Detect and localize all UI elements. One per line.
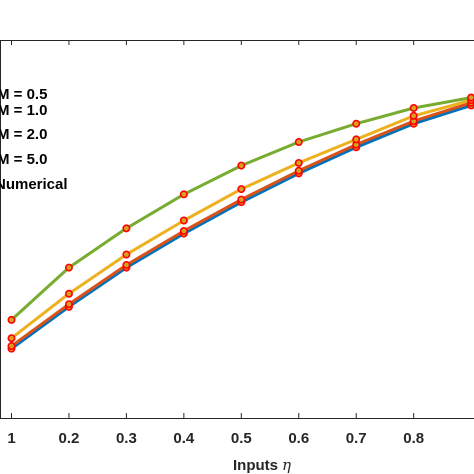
numerical-marker xyxy=(122,260,131,269)
legend: M = 0.5 M = 1.0 M = 2.0 M = 5.0 Numerica… xyxy=(0,86,68,193)
x-tick-label: 0.2 xyxy=(59,430,80,447)
series-line-1 xyxy=(10,103,472,350)
numerical-marker xyxy=(179,216,188,225)
legend-entry-series-2: M = 1.0 xyxy=(0,102,47,119)
numerical-marker xyxy=(237,195,246,204)
numerical-marker xyxy=(64,263,73,272)
numerical-marker xyxy=(294,166,303,175)
x-tick-label: 1 xyxy=(7,430,15,447)
numerical-marker xyxy=(64,289,73,298)
axes: 1 0.2 0.3 0.4 0.5 0.6 0.7 0.8 xyxy=(0,40,474,447)
numerical-marker xyxy=(64,300,73,309)
x-axis-label: Inputs xyxy=(233,457,278,474)
numerical-marker xyxy=(409,111,418,120)
series-line-2 xyxy=(10,101,472,348)
numerical-marker xyxy=(7,315,16,324)
numerical-marker xyxy=(294,158,303,167)
x-tick-label: 0.8 xyxy=(403,430,424,447)
x-tick-label: 0.4 xyxy=(173,430,195,447)
numerical-marker xyxy=(352,119,361,128)
marker-layer xyxy=(7,93,474,353)
numerical-marker xyxy=(122,250,131,259)
x-axis-symbol: η xyxy=(282,456,291,474)
legend-entry-series-1: M = 0.5 xyxy=(0,86,47,103)
numerical-marker xyxy=(237,161,246,170)
numerical-marker xyxy=(179,226,188,235)
x-tick-label: 0.5 xyxy=(231,430,252,447)
series-line-3 xyxy=(10,98,472,340)
numerical-marker xyxy=(467,93,474,102)
numerical-marker xyxy=(179,190,188,199)
x-tick-label: 0.6 xyxy=(288,430,309,447)
numerical-marker xyxy=(294,138,303,147)
legend-entry-series-3: M = 2.0 xyxy=(0,126,47,143)
numerical-marker xyxy=(122,224,131,233)
series-layer xyxy=(10,96,472,350)
x-tick-label: 0.7 xyxy=(346,430,367,447)
legend-entry-series-4: M = 5.0 xyxy=(0,151,47,168)
x-tick-label: 0.3 xyxy=(116,430,137,447)
numerical-marker xyxy=(7,342,16,351)
numerical-marker xyxy=(352,135,361,144)
numerical-marker xyxy=(409,104,418,113)
numerical-marker xyxy=(7,334,16,343)
legend-entry-numerical: Numerical xyxy=(0,176,68,193)
numerical-marker xyxy=(237,185,246,194)
